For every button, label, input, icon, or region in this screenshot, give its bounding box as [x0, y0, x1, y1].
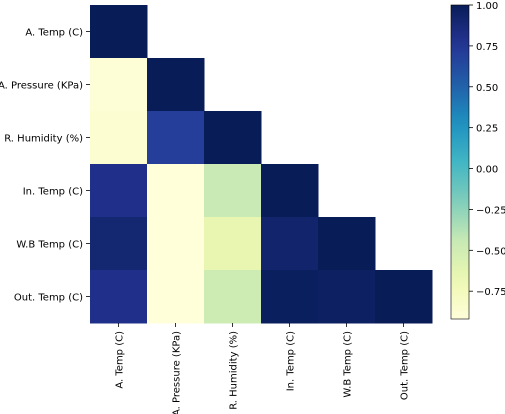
heatmap-cell-r5-c4 [318, 270, 376, 324]
y-tick-label: A. Temp (C) [25, 28, 83, 39]
heatmap-cell-r2-c2 [204, 111, 262, 165]
heatmap-cell-r1-c1 [147, 58, 205, 112]
heatmap-cells [90, 5, 433, 324]
y-tick-label: A. Pressure (KPa) [0, 81, 83, 92]
heatmap-cell-r4-c3 [261, 217, 319, 271]
heatmap-cell-r1-c0 [90, 58, 148, 112]
heatmap-cell-r3-c2 [204, 164, 262, 218]
heatmap-cell-r5-c0 [90, 270, 148, 324]
heatmap-cell-r5-c5 [375, 270, 433, 324]
heatmap-cell-r5-c2 [204, 270, 262, 324]
heatmap-cell-r5-c3 [261, 270, 319, 324]
y-axis-tick-labels: A. Temp (C) A. Pressure (KPa) R. Humidity … [0, 28, 90, 304]
heatmap-cell-r5-c1 [147, 270, 205, 324]
colorbar-tick-label: 0.50 [476, 83, 498, 94]
heatmap-cell-r4-c1 [147, 217, 205, 271]
y-tick-label: W.B Temp (C) [16, 240, 83, 251]
heatmap-cell-r4-c2 [204, 217, 262, 271]
heatmap-cell-r2-c1 [147, 111, 205, 165]
colorbar-tick-label: 1.00 [476, 1, 498, 12]
heatmap-cell-r3-c1 [147, 164, 205, 218]
x-tick-label: W.B Temp (C) [343, 331, 354, 398]
x-tick-label: R. Humidity (%) [229, 331, 240, 410]
y-tick-label: R. Humidity (%) [4, 134, 83, 145]
y-tick-label: Out. Temp (C) [14, 293, 83, 304]
y-tick-label: In. Temp (C) [23, 187, 83, 198]
colorbar-tick-label: 0.00 [476, 165, 498, 176]
colorbar-tick-label: −0.50 [476, 246, 505, 257]
colorbar-gradient [450, 4, 470, 320]
x-tick-label: A. Temp (C) [115, 331, 126, 389]
heatmap-cell-r2-c0 [90, 111, 148, 165]
x-axis-tick-labels: A. Temp (C) A. Pressure (KPa) R. Humidity … [115, 323, 411, 414]
heatmap-cell-r0-c0 [90, 5, 148, 59]
x-tick-label: Out. Temp (C) [400, 331, 411, 400]
heatmap-cell-r4-c0 [90, 217, 148, 271]
colorbar-tick-label: −0.25 [476, 205, 505, 216]
colorbar-tick-label: 0.75 [476, 42, 498, 53]
colorbar-tick-label: −0.75 [476, 287, 505, 298]
colorbar: 1.00 0.75 0.50 0.25 0.00 −0.25 −0.50 −0.75 [450, 1, 505, 320]
x-tick-label: A. Pressure (KPa) [172, 331, 183, 414]
heatmap-cell-r4-c4 [318, 217, 376, 271]
colorbar-tick-label: 0.25 [476, 124, 498, 135]
heatmap-cell-r3-c3 [261, 164, 319, 218]
heatmap-cell-r3-c0 [90, 164, 148, 218]
x-tick-label: In. Temp (C) [286, 331, 297, 391]
